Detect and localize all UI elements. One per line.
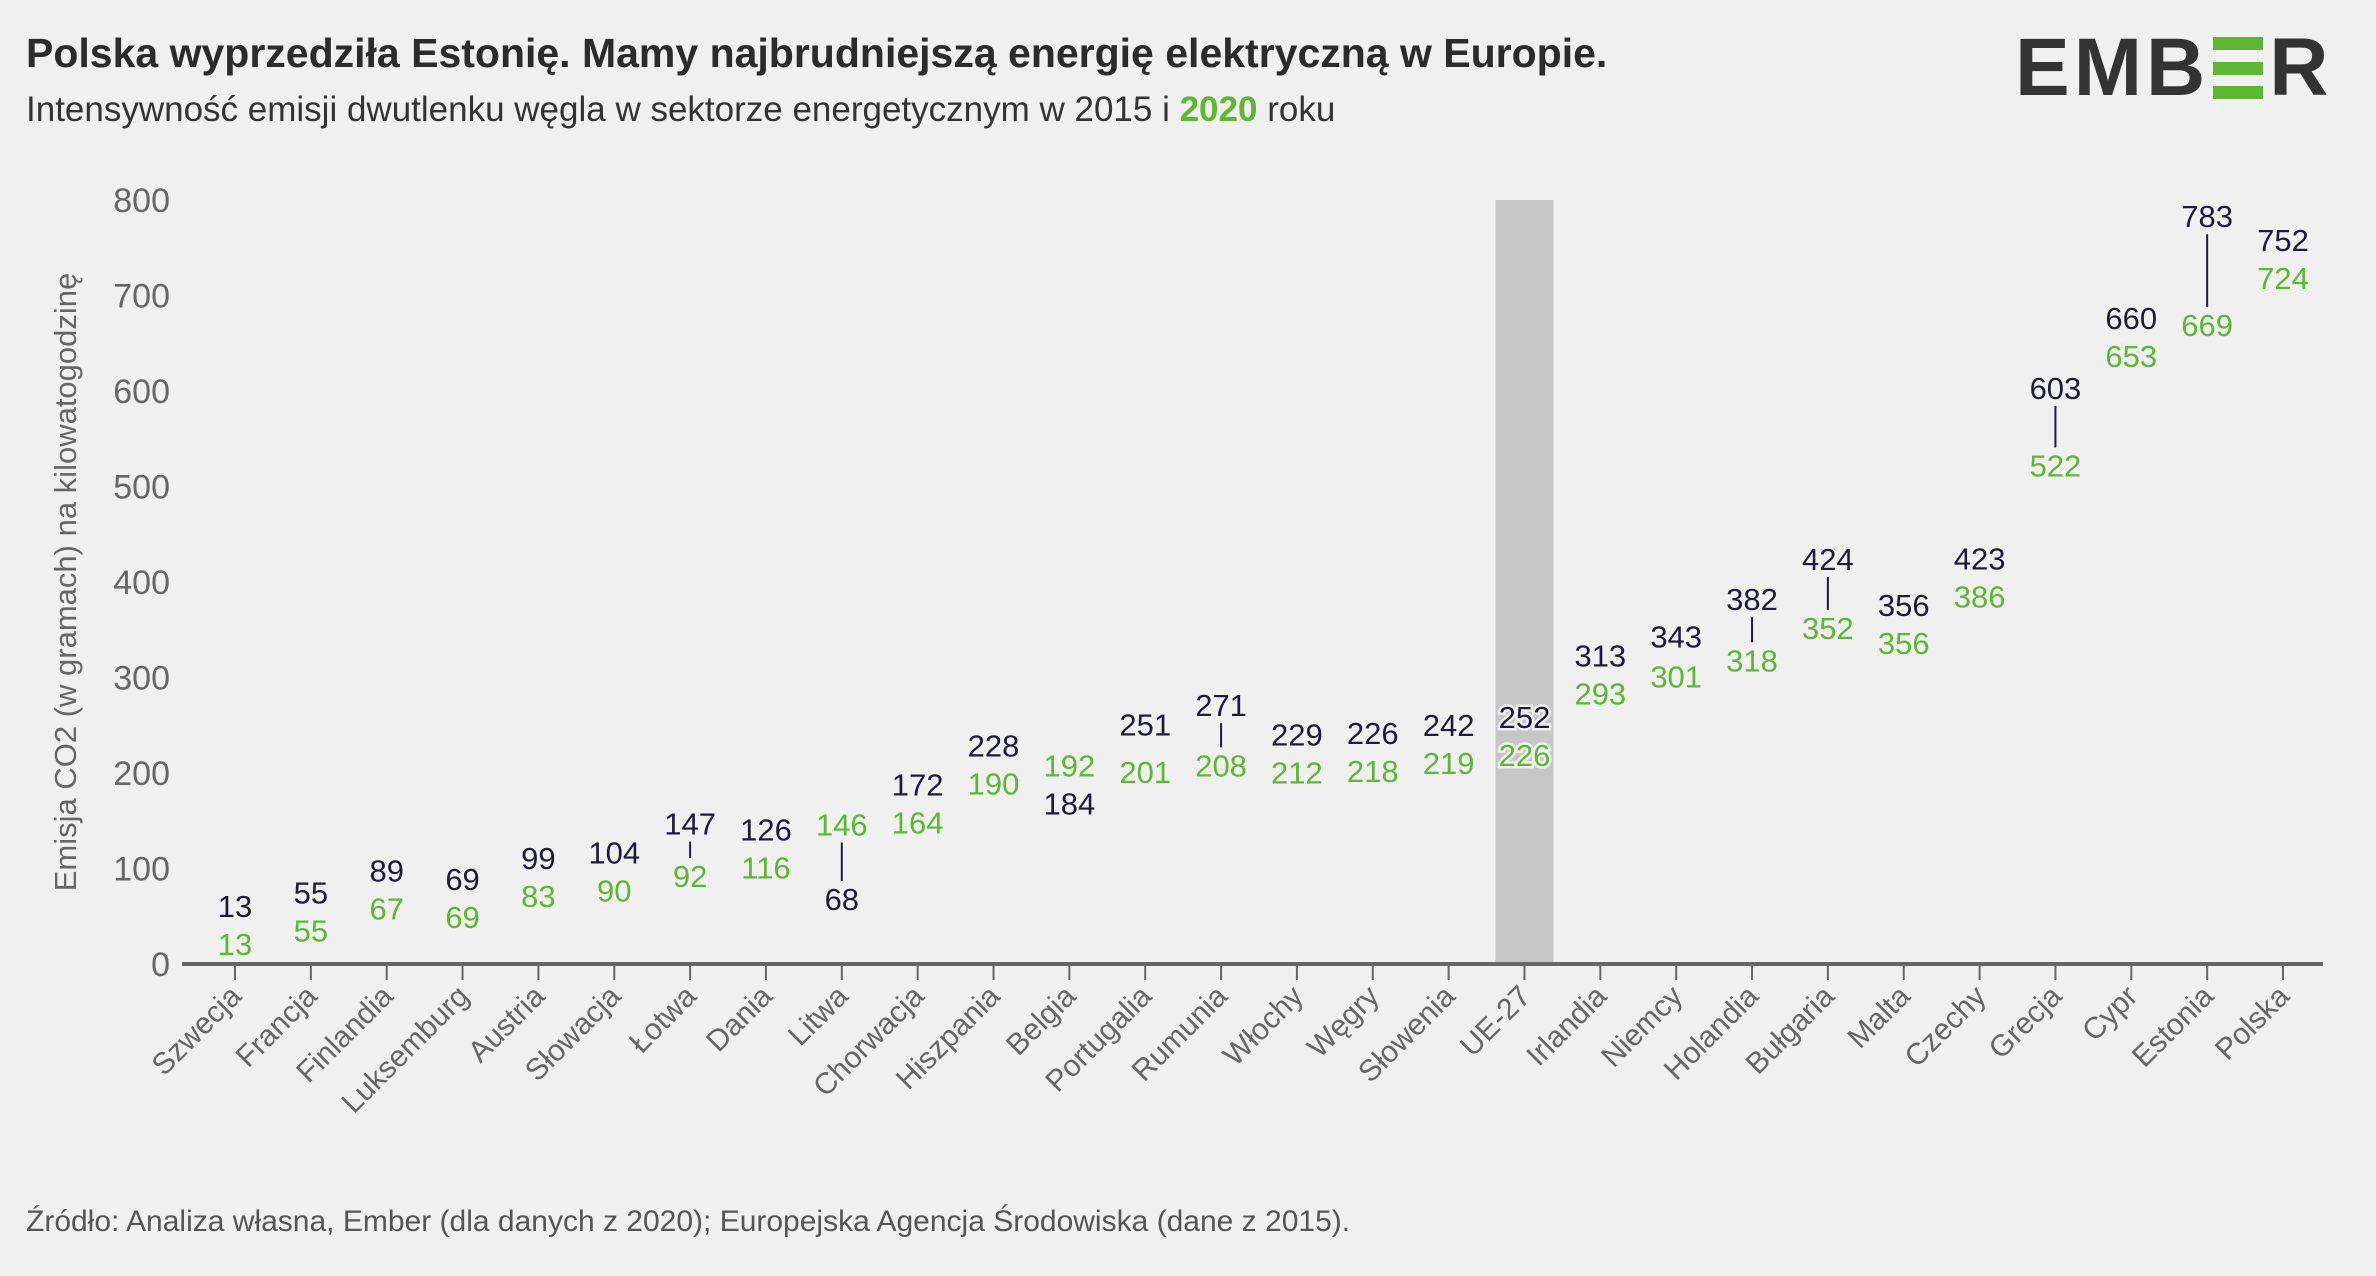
- data-label-2020: 13: [218, 927, 252, 962]
- data-label-2020: 226: [1499, 738, 1551, 773]
- data-label-2020: 190: [968, 766, 1020, 801]
- x-tick-label: Grecja: [1983, 979, 2069, 1065]
- y-axis-label: Emisja CO2 (w gramach) na kilowatogodzin…: [48, 273, 83, 892]
- data-label-2015: 423: [1954, 542, 2006, 577]
- data-label-2020: 201: [1119, 755, 1171, 790]
- y-tick-label: 600: [113, 373, 170, 411]
- data-label-2015: 104: [588, 835, 640, 870]
- y-tick-label: 700: [113, 278, 170, 316]
- data-label-2015: 99: [521, 841, 555, 876]
- data-label-2020: 116: [741, 850, 790, 885]
- data-label-2015: 424: [1802, 542, 1854, 577]
- y-tick-label: 200: [113, 755, 170, 793]
- data-label-2015: 242: [1423, 708, 1475, 743]
- data-label-2020: 219: [1423, 746, 1475, 781]
- data-label-2015: 382: [1726, 582, 1778, 617]
- data-label-2015: 229: [1271, 717, 1323, 752]
- data-label-2015: 251: [1119, 707, 1171, 742]
- data-label-2020: 208: [1195, 748, 1247, 783]
- data-label-2015: 343: [1650, 619, 1702, 654]
- data-label-2020: 653: [2105, 339, 2157, 374]
- data-label-2020: 293: [1574, 677, 1626, 712]
- data-label-2020: 90: [597, 873, 631, 908]
- data-label-2020: 669: [2181, 308, 2233, 343]
- y-tick-label: 500: [113, 469, 170, 507]
- data-label-2015: 783: [2181, 199, 2233, 234]
- data-label-2015: 55: [294, 875, 328, 910]
- y-tick-label: 100: [113, 851, 170, 889]
- data-label-2020: 724: [2257, 261, 2309, 296]
- data-label-2020: 301: [1650, 660, 1702, 695]
- ember-logo: EMB R: [2015, 22, 2333, 113]
- source-note: Źródło: Analiza własna, Ember (dla danyc…: [26, 1205, 1351, 1238]
- x-tick-label: Łotwa: [623, 979, 703, 1059]
- subtitle-text-end: roku: [1257, 90, 1336, 129]
- data-label-2020: 67: [369, 892, 403, 927]
- data-label-2020: 55: [294, 913, 328, 948]
- subtitle-highlight: 2020: [1179, 90, 1258, 129]
- y-tick-label: 300: [113, 660, 170, 698]
- highlight-band: [1495, 200, 1554, 964]
- y-tick-label: 0: [151, 946, 170, 984]
- data-label-2020: 83: [521, 879, 555, 914]
- data-label-2015: 147: [664, 807, 716, 842]
- data-label-2015: 226: [1347, 716, 1399, 751]
- data-label-2020: 386: [1954, 580, 2006, 615]
- data-label-2015: 271: [1195, 688, 1247, 723]
- data-label-2020: 146: [816, 808, 868, 843]
- data-label-2015: 313: [1574, 639, 1626, 674]
- x-tick-label: Polska: [2209, 979, 2296, 1066]
- x-tick-label: Włochy: [1217, 980, 1310, 1073]
- x-tick-label: Dania: [700, 979, 779, 1058]
- data-label-2015: 603: [2030, 371, 2082, 406]
- data-label-2020: 522: [2030, 448, 2082, 483]
- data-label-2020: 318: [1726, 643, 1778, 678]
- data-label-2020: 164: [892, 806, 944, 841]
- data-label-2020: 352: [1802, 611, 1854, 646]
- data-label-2015: 68: [825, 882, 859, 917]
- data-label-2020: 69: [445, 900, 479, 935]
- chart-title: Polska wyprzedziła Estonię. Mamy najbrud…: [26, 30, 1608, 76]
- data-label-2020: 92: [673, 859, 707, 894]
- y-tick-label: 800: [113, 182, 170, 220]
- data-label-2020: 356: [1878, 626, 1930, 661]
- data-label-2015: 126: [740, 812, 792, 847]
- subtitle-text: Intensywność emisji dwutlenku węgla w se…: [26, 90, 1180, 129]
- data-label-2015: 69: [445, 862, 479, 897]
- x-tick-label: Irlandia: [1520, 979, 1613, 1072]
- data-label-2015: 356: [1878, 588, 1930, 623]
- data-label-2015: 752: [2257, 223, 2309, 258]
- chart-subtitle: Intensywność emisji dwutlenku węgla w se…: [26, 90, 1335, 130]
- data-label-2015: 13: [218, 889, 252, 924]
- x-tick-label: Czechy: [1898, 980, 1992, 1074]
- x-tick-label: Szwecja: [146, 979, 249, 1082]
- data-label-2015: 228: [968, 728, 1020, 763]
- data-label-2015: 184: [1044, 786, 1096, 821]
- x-tick-label: Estonia: [2126, 979, 2220, 1073]
- data-label-2020: 192: [1044, 748, 1096, 783]
- data-label-2020: 218: [1347, 754, 1399, 789]
- x-tick-label: Cypr: [2076, 980, 2144, 1048]
- y-tick-label: 400: [113, 564, 170, 602]
- data-label-2015: 172: [892, 768, 944, 803]
- data-label-2020: 212: [1271, 755, 1323, 790]
- data-label-2015: 252: [1499, 700, 1551, 735]
- data-label-2015: 89: [369, 854, 403, 889]
- data-label-2015: 660: [2105, 301, 2157, 336]
